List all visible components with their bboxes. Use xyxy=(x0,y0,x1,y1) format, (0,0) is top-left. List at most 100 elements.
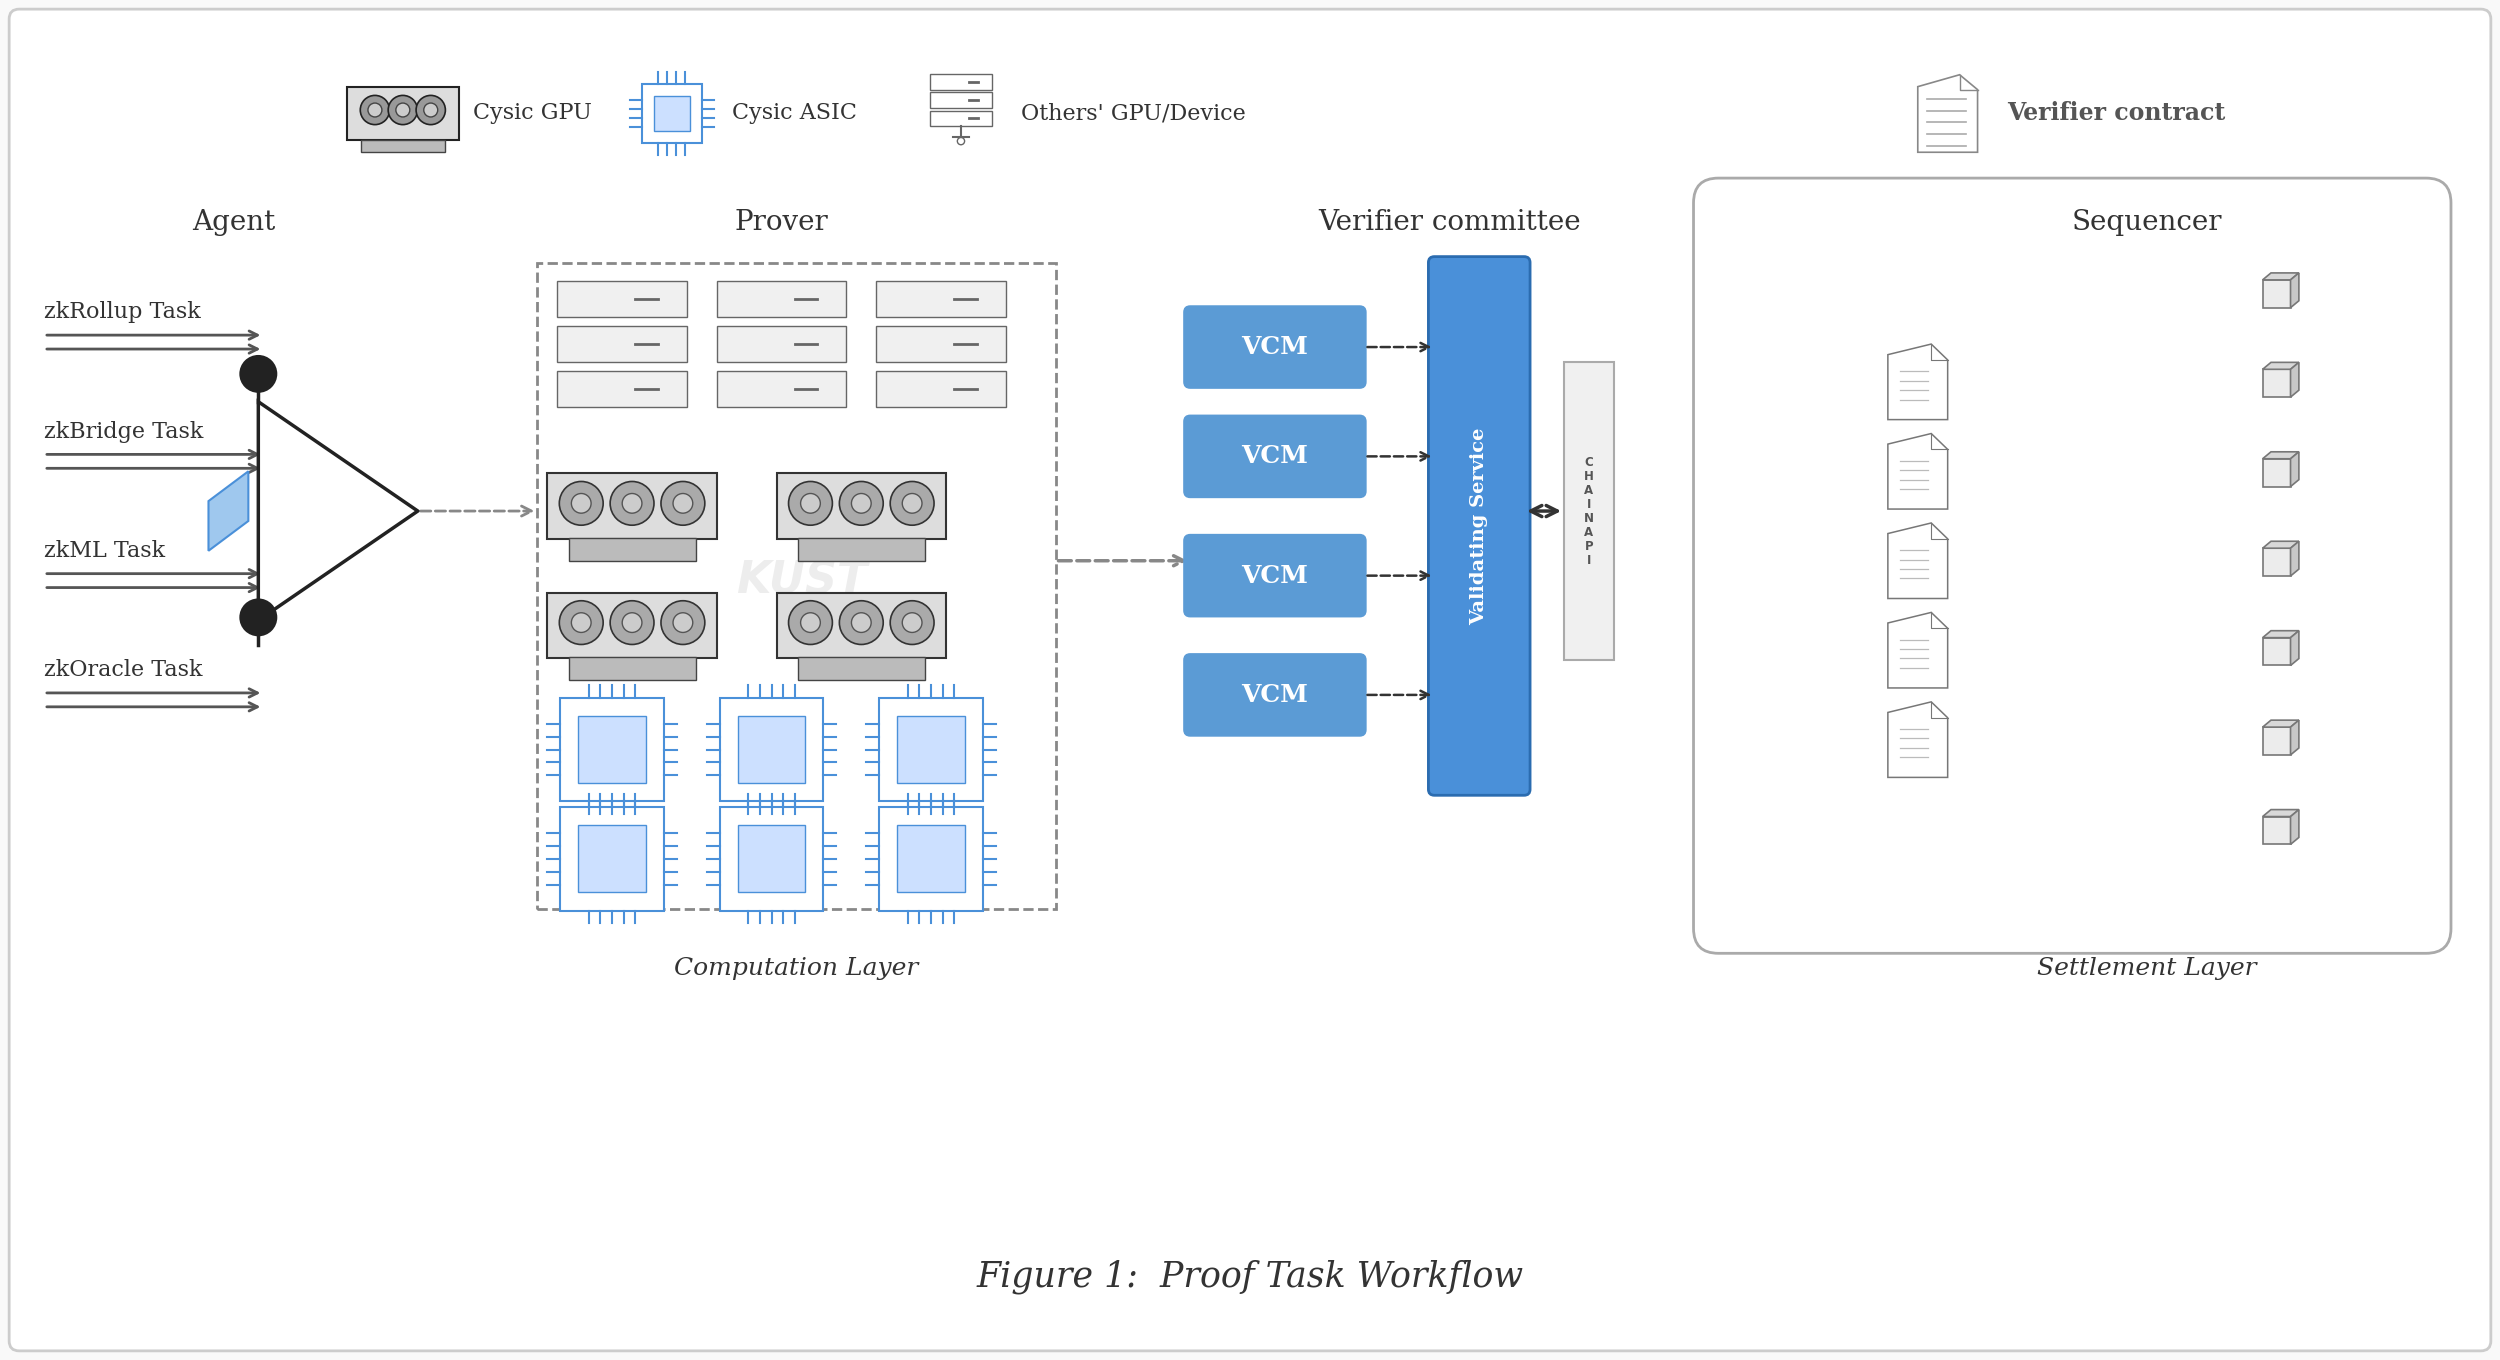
Bar xyxy=(880,808,983,911)
Text: VCM: VCM xyxy=(1242,335,1308,359)
Circle shape xyxy=(388,95,418,125)
Bar xyxy=(2262,638,2290,665)
Polygon shape xyxy=(2290,721,2300,755)
Text: Prover: Prover xyxy=(735,209,828,237)
Polygon shape xyxy=(1888,434,1948,509)
Circle shape xyxy=(840,481,882,525)
Polygon shape xyxy=(2262,631,2300,638)
Circle shape xyxy=(672,613,692,632)
Circle shape xyxy=(958,137,965,144)
Circle shape xyxy=(610,481,655,525)
Circle shape xyxy=(890,601,935,645)
Circle shape xyxy=(240,356,278,392)
FancyBboxPatch shape xyxy=(1185,306,1365,388)
Polygon shape xyxy=(2262,452,2300,458)
Bar xyxy=(718,371,848,407)
Circle shape xyxy=(788,601,832,645)
Polygon shape xyxy=(2290,631,2300,665)
Text: Computation Layer: Computation Layer xyxy=(675,956,918,979)
Circle shape xyxy=(890,481,935,525)
FancyBboxPatch shape xyxy=(538,262,1055,908)
Bar xyxy=(560,808,665,911)
Text: zkRollup Task: zkRollup Task xyxy=(45,302,200,324)
Circle shape xyxy=(902,613,922,632)
Text: zkBridge Task: zkBridge Task xyxy=(45,420,202,442)
Bar xyxy=(875,282,1005,317)
Bar xyxy=(930,75,992,90)
Text: Others' GPU/Device: Others' GPU/Device xyxy=(1020,102,1245,125)
Text: Settlement Layer: Settlement Layer xyxy=(2037,956,2258,979)
Polygon shape xyxy=(2262,362,2300,370)
Bar xyxy=(875,371,1005,407)
Polygon shape xyxy=(1888,612,1948,688)
Circle shape xyxy=(360,95,390,125)
Text: Agent: Agent xyxy=(192,209,275,237)
Polygon shape xyxy=(2262,721,2300,728)
Bar xyxy=(1565,362,1615,660)
Bar xyxy=(798,537,925,560)
Bar xyxy=(720,808,823,911)
Bar xyxy=(558,282,688,317)
Circle shape xyxy=(660,481,705,525)
Circle shape xyxy=(572,494,590,513)
Bar xyxy=(348,87,458,140)
Bar xyxy=(2262,370,2290,397)
Bar xyxy=(560,698,665,801)
Polygon shape xyxy=(1888,702,1948,778)
Circle shape xyxy=(853,494,870,513)
Bar xyxy=(778,593,945,658)
Text: VCM: VCM xyxy=(1242,445,1308,468)
Bar xyxy=(2262,280,2290,307)
FancyBboxPatch shape xyxy=(1185,654,1365,736)
Text: VCM: VCM xyxy=(1242,563,1308,588)
Bar xyxy=(578,826,645,892)
Bar xyxy=(738,715,805,783)
Bar xyxy=(738,826,805,892)
Text: C
H
A
I
N
A
P
I: C H A I N A P I xyxy=(1585,456,1595,567)
Polygon shape xyxy=(2290,809,2300,845)
Circle shape xyxy=(415,95,445,125)
Bar xyxy=(558,371,688,407)
Circle shape xyxy=(672,494,692,513)
Text: Cysic GPU: Cysic GPU xyxy=(472,102,592,125)
Bar xyxy=(558,326,688,362)
Text: Sequencer: Sequencer xyxy=(2072,209,2222,237)
Circle shape xyxy=(622,494,642,513)
Bar xyxy=(568,537,695,560)
Circle shape xyxy=(560,481,602,525)
Bar xyxy=(2262,458,2290,487)
Bar xyxy=(880,698,983,801)
Bar xyxy=(642,84,702,143)
Polygon shape xyxy=(208,472,248,551)
Bar xyxy=(930,92,992,107)
Circle shape xyxy=(622,613,642,632)
Circle shape xyxy=(800,613,820,632)
Polygon shape xyxy=(2290,362,2300,397)
Circle shape xyxy=(660,601,705,645)
Text: Cysic ASIC: Cysic ASIC xyxy=(732,102,858,125)
Circle shape xyxy=(560,601,602,645)
FancyBboxPatch shape xyxy=(1427,257,1530,796)
Text: VCM: VCM xyxy=(1242,683,1308,707)
Bar xyxy=(798,657,925,680)
Circle shape xyxy=(610,601,655,645)
Polygon shape xyxy=(2290,541,2300,577)
Polygon shape xyxy=(2290,452,2300,487)
Text: Verifier committee: Verifier committee xyxy=(1318,209,1580,237)
Polygon shape xyxy=(1888,524,1948,598)
Circle shape xyxy=(840,601,882,645)
Bar xyxy=(578,715,645,783)
Circle shape xyxy=(368,103,382,117)
Text: KUST: KUST xyxy=(735,559,868,602)
Bar xyxy=(875,326,1005,362)
Bar xyxy=(2262,816,2290,845)
Bar xyxy=(568,657,695,680)
Polygon shape xyxy=(1888,344,1948,420)
Polygon shape xyxy=(2290,273,2300,307)
Circle shape xyxy=(240,600,278,635)
Bar xyxy=(718,326,848,362)
Circle shape xyxy=(395,103,410,117)
Bar xyxy=(655,95,690,132)
Bar xyxy=(548,593,718,658)
Circle shape xyxy=(800,494,820,513)
